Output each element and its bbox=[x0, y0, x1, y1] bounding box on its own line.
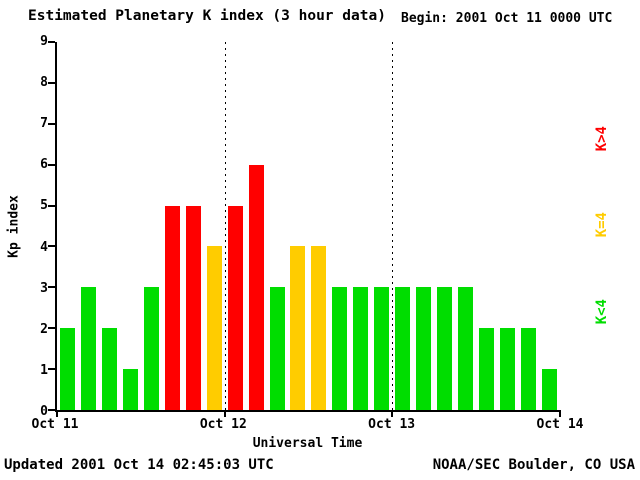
bar-slot bbox=[350, 42, 371, 410]
bar-slot bbox=[476, 42, 497, 410]
bar-slot bbox=[392, 42, 413, 410]
x-axis-tick bbox=[223, 410, 226, 417]
bar-slot bbox=[287, 42, 308, 410]
bar-slot bbox=[539, 42, 560, 410]
x-axis-tick bbox=[559, 410, 561, 417]
bar-slot bbox=[120, 42, 141, 410]
kp-bar-value-2 bbox=[520, 328, 536, 410]
kp-bar-value-3 bbox=[80, 287, 96, 410]
x-axis-tick bbox=[56, 410, 58, 417]
y-axis-tick bbox=[48, 327, 55, 330]
bar-slot bbox=[141, 42, 162, 410]
y-axis-tick-label: 2 bbox=[40, 321, 48, 337]
y-axis-tick-label: 7 bbox=[40, 116, 48, 132]
bar-slot bbox=[57, 42, 78, 410]
bars-container bbox=[57, 42, 560, 410]
x-axis-tick-label: Oct 13 bbox=[368, 417, 416, 432]
x-axis-tick-label: Oct 11 bbox=[31, 417, 79, 432]
y-axis-tick-label: 3 bbox=[40, 280, 48, 296]
bar-slot bbox=[183, 42, 204, 410]
y-axis-tick bbox=[48, 368, 55, 371]
bar-slot bbox=[267, 42, 288, 410]
y-axis-tick-labels: 0 1 2 3 4 5 6 7 8 9 bbox=[26, 34, 48, 419]
bar-slot bbox=[246, 42, 267, 410]
x-axis-tick-labels: Oct 11 Oct 12 Oct 13 Oct 14 bbox=[32, 417, 584, 433]
y-axis-tick bbox=[48, 81, 55, 84]
kp-bar-value-3 bbox=[416, 287, 432, 410]
legend: K>4 K=4 K<4 bbox=[592, 126, 612, 324]
kp-bar-value-3 bbox=[458, 287, 474, 410]
y-axis-tick-label: 9 bbox=[40, 34, 48, 49]
legend-k4: K<4 bbox=[594, 298, 610, 324]
y-axis-tick bbox=[48, 286, 55, 289]
kp-bar-value-4 bbox=[290, 246, 306, 410]
kp-bar-value-3 bbox=[269, 287, 285, 410]
bar-slot bbox=[308, 42, 329, 410]
plot-area bbox=[48, 41, 561, 417]
day-boundary-gridline bbox=[392, 42, 394, 410]
bar-slot bbox=[497, 42, 518, 410]
updated-timestamp: Updated 2001 Oct 14 02:45:03 UTC bbox=[4, 457, 274, 473]
source-attribution: NOAA/SEC Boulder, CO USA bbox=[432, 457, 635, 473]
bar-slot bbox=[434, 42, 455, 410]
kp-bar-value-4 bbox=[206, 246, 222, 410]
x-axis-tick bbox=[391, 410, 394, 417]
legend-k4: K>4 bbox=[594, 126, 610, 152]
bar-slot bbox=[99, 42, 120, 410]
y-axis-tick bbox=[48, 409, 55, 411]
kp-bar-value-6 bbox=[248, 164, 264, 410]
kp-bar-value-3 bbox=[332, 287, 348, 410]
kp-bar-value-3 bbox=[374, 287, 390, 410]
kp-bar-value-2 bbox=[101, 328, 117, 410]
kp-bar-value-2 bbox=[499, 328, 515, 410]
kp-bar-value-1 bbox=[541, 369, 557, 410]
bar-slot bbox=[204, 42, 225, 410]
y-axis-tick bbox=[48, 122, 55, 125]
kp-bar-value-5 bbox=[164, 205, 180, 410]
kp-bar-value-5 bbox=[185, 205, 201, 410]
y-axis-title: Kp index bbox=[6, 195, 22, 258]
kp-bar-value-3 bbox=[395, 287, 411, 410]
bar-slot bbox=[78, 42, 99, 410]
bar-slot bbox=[225, 42, 246, 410]
y-axis-tick bbox=[48, 41, 55, 43]
bar-slot bbox=[413, 42, 434, 410]
begin-timestamp-label: Begin: 2001 Oct 11 0000 UTC bbox=[401, 11, 613, 26]
y-axis-tick-label: 4 bbox=[40, 239, 48, 255]
kp-bar-value-3 bbox=[437, 287, 453, 410]
bar-slot bbox=[329, 42, 350, 410]
bar-slot bbox=[371, 42, 392, 410]
y-axis-tick-label: 6 bbox=[40, 157, 48, 173]
kp-bar-value-1 bbox=[122, 369, 138, 410]
kp-bar-value-3 bbox=[143, 287, 159, 410]
y-axis-tick-label: 5 bbox=[40, 198, 48, 214]
x-axis-title: Universal Time bbox=[252, 436, 363, 451]
chart-title: Estimated Planetary K index (3 hour data… bbox=[28, 8, 386, 24]
y-axis-tick-label: 8 bbox=[40, 75, 48, 91]
kp-bar-value-2 bbox=[479, 328, 495, 410]
y-axis-tick-label: 1 bbox=[40, 362, 48, 378]
bar-slot bbox=[518, 42, 539, 410]
kp-bar-value-3 bbox=[353, 287, 369, 410]
legend-k4: K=4 bbox=[594, 212, 610, 238]
bar-slot bbox=[455, 42, 476, 410]
kp-bar-value-4 bbox=[311, 246, 327, 410]
kp-bar-value-5 bbox=[227, 205, 243, 410]
y-axis-tick bbox=[48, 163, 55, 166]
y-axis-tick-label: 0 bbox=[40, 404, 48, 419]
x-axis-tick-label: Oct 14 bbox=[536, 417, 584, 432]
day-boundary-gridline bbox=[224, 42, 226, 410]
x-axis-tick-label: Oct 12 bbox=[199, 417, 247, 432]
bar-slot bbox=[162, 42, 183, 410]
kp-bar-value-2 bbox=[59, 328, 75, 410]
y-axis-tick bbox=[48, 204, 55, 207]
y-axis-tick bbox=[48, 245, 55, 248]
